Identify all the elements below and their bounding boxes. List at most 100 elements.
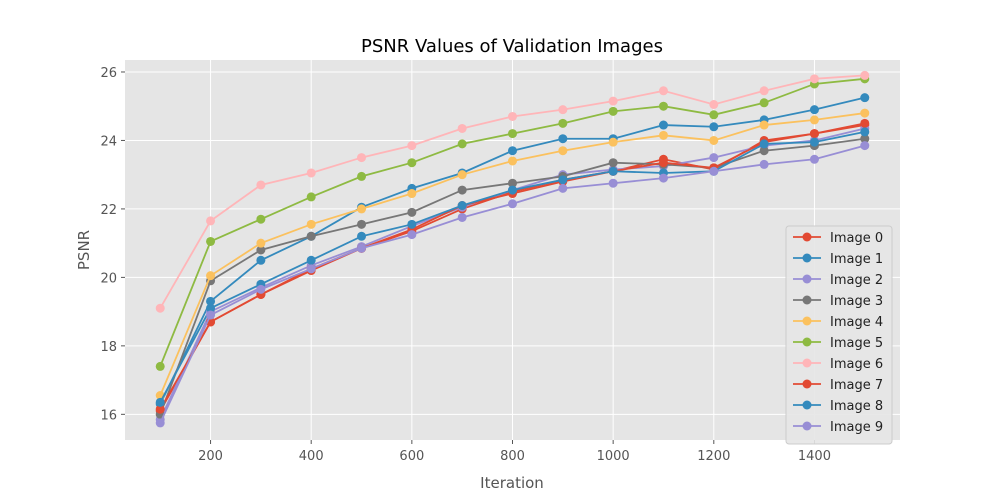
series-image-9 <box>155 141 870 428</box>
data-point <box>256 180 266 190</box>
data-point <box>759 86 769 96</box>
legend-item: Image 2 <box>793 273 883 288</box>
data-point <box>206 271 216 281</box>
legend: Image 0 Image 1 Image 2 Image 3 Image 4 Image… <box>785 225 893 445</box>
y-tick-label: 22 <box>100 203 117 218</box>
data-point <box>508 185 517 195</box>
data-point <box>256 284 266 294</box>
legend-box <box>785 225 893 445</box>
data-point <box>608 96 618 106</box>
data-point <box>407 141 417 151</box>
data-point <box>508 111 517 121</box>
data-point <box>709 110 719 120</box>
data-point <box>658 158 668 168</box>
data-point <box>206 310 216 320</box>
legend-label: Image 8 <box>830 399 883 414</box>
legend-swatch-marker <box>802 421 812 431</box>
data-point <box>809 115 819 125</box>
x-tick-label: 800 <box>500 449 525 464</box>
grid-lines <box>125 60 900 440</box>
data-point <box>608 158 618 168</box>
data-point <box>658 130 668 140</box>
data-point <box>508 146 517 156</box>
legend-swatch-marker <box>802 316 812 326</box>
data-point <box>357 231 367 241</box>
data-point <box>809 137 819 147</box>
data-point <box>357 204 367 214</box>
data-point <box>508 129 517 139</box>
legend-item: Image 6 <box>793 357 883 372</box>
legend-swatch-marker <box>802 379 812 389</box>
data-point <box>457 123 467 133</box>
data-point <box>860 108 870 118</box>
data-point <box>155 361 165 371</box>
legend-item: Image 7 <box>793 378 883 393</box>
legend-item: Image 5 <box>793 336 883 351</box>
data-point <box>357 171 367 181</box>
series-image-8 <box>155 127 870 407</box>
chart-title: PSNR Values of Validation Images <box>361 36 663 57</box>
data-point <box>809 154 819 164</box>
legend-label: Image 0 <box>830 231 883 246</box>
legend-swatch-marker <box>802 337 812 347</box>
data-point <box>658 173 668 183</box>
legend-swatch-marker <box>802 274 812 284</box>
data-point <box>457 185 467 195</box>
data-point <box>809 129 819 139</box>
data-point <box>658 120 668 130</box>
data-point <box>558 175 568 185</box>
x-tick-label: 400 <box>299 449 324 464</box>
data-point <box>759 159 769 169</box>
data-point <box>709 122 719 132</box>
data-point <box>155 303 165 313</box>
legend-label: Image 3 <box>830 294 883 309</box>
data-point <box>357 153 367 163</box>
legend-item: Image 0 <box>793 231 883 246</box>
series-image-3 <box>155 134 870 419</box>
data-point <box>306 264 316 274</box>
series-image-5 <box>155 74 870 371</box>
data-point <box>809 74 819 84</box>
data-point <box>508 156 517 166</box>
legend-item: Image 9 <box>793 420 883 435</box>
y-tick-label: 24 <box>100 134 117 149</box>
data-point <box>306 219 316 229</box>
legend-label: Image 4 <box>830 315 883 330</box>
data-point <box>759 139 769 149</box>
data-point <box>407 158 417 168</box>
x-axis-label: Iteration <box>480 474 544 492</box>
legend-item: Image 8 <box>793 399 883 414</box>
data-point <box>608 178 618 188</box>
data-point <box>658 86 668 96</box>
legend-label: Image 7 <box>830 378 883 393</box>
data-point <box>357 243 367 253</box>
data-point <box>155 404 165 414</box>
data-point <box>508 199 517 209</box>
data-point <box>407 230 417 240</box>
data-point <box>709 166 719 176</box>
data-point <box>457 212 467 222</box>
series-image-4 <box>155 108 870 400</box>
legend-label: Image 5 <box>830 336 883 351</box>
data-point <box>809 105 819 115</box>
data-point <box>155 418 165 428</box>
y-tick-label: 18 <box>100 340 117 355</box>
data-point <box>558 146 568 156</box>
data-point <box>860 127 870 137</box>
x-tick-label: 200 <box>198 449 223 464</box>
data-point <box>608 137 618 147</box>
data-point <box>206 236 216 246</box>
legend-label: Image 2 <box>830 273 883 288</box>
legend-item: Image 3 <box>793 294 883 309</box>
data-point <box>357 219 367 229</box>
legend-swatch-marker <box>802 295 812 305</box>
data-point <box>759 120 769 130</box>
data-point <box>658 101 668 111</box>
x-tick-label: 1000 <box>597 449 630 464</box>
data-point <box>608 106 618 116</box>
legend-item: Image 4 <box>793 315 883 330</box>
data-point <box>508 178 517 188</box>
y-axis: 16 18 20 22 24 26 <box>100 66 125 423</box>
data-point <box>709 153 719 163</box>
